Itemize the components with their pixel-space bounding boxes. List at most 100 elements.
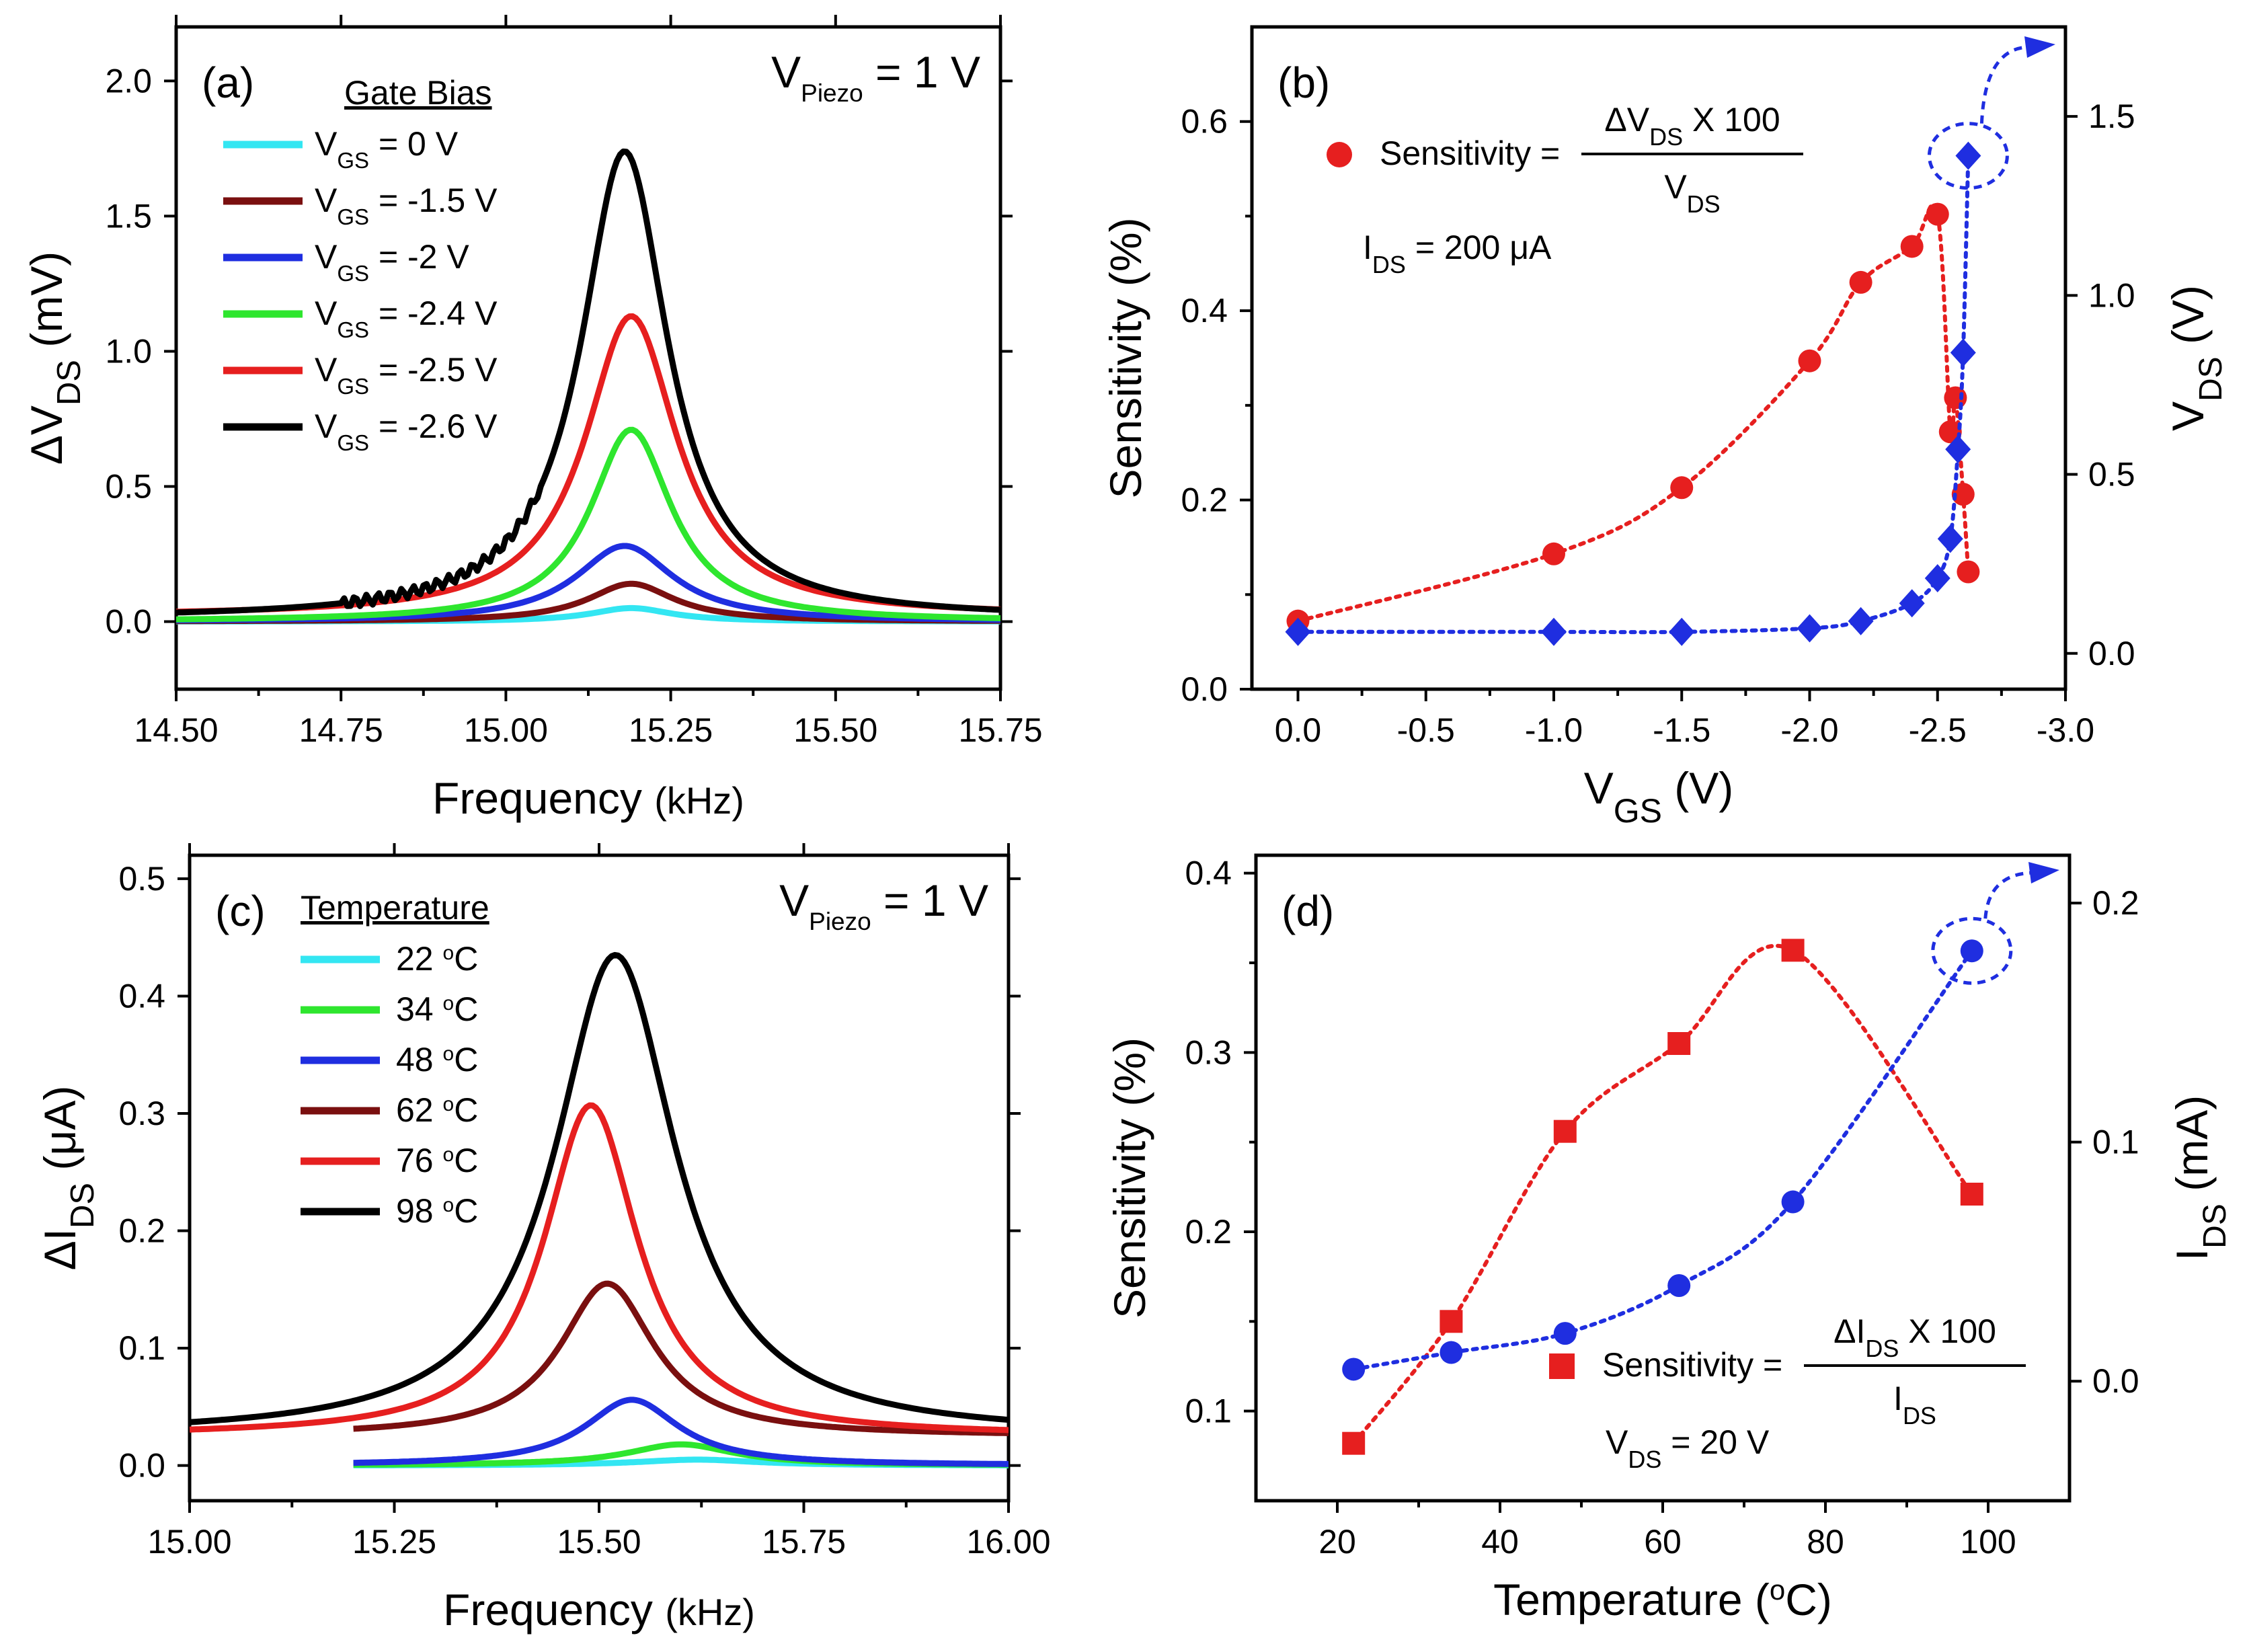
data-point (1924, 563, 1950, 592)
legend-label-sub: GS (337, 317, 369, 342)
x-axis-label: Temperature (oC) (1493, 1574, 1832, 1625)
x-axis-label-degree: o (1770, 1574, 1785, 1606)
legend-label-post: = -1.5 V (369, 182, 498, 219)
legend-label: VGS = -1.5 V (315, 182, 498, 229)
x-tick-label: -2.0 (1780, 711, 1838, 749)
legend-label-main: V (315, 407, 338, 445)
data-point (1781, 939, 1805, 962)
y2-tick-label: 0.5 (2088, 456, 2135, 494)
data-point (1937, 524, 1963, 553)
arrow-path (1979, 45, 2029, 124)
y-tick-label: 1.0 (105, 332, 152, 370)
legend-label-sub: GS (337, 204, 369, 229)
legend-label-post: = -2.4 V (369, 294, 498, 332)
y-axis-label-main: ΔI (35, 1228, 85, 1270)
data-point (1342, 1431, 1366, 1455)
panel-label: (a) (202, 58, 254, 107)
legend-num: 76 (396, 1142, 443, 1179)
legend-label-post: = -2.5 V (369, 351, 498, 389)
x-tick-label: 0.0 (1275, 711, 1322, 749)
data-point (1440, 1341, 1463, 1364)
condition-label: IDS = 200 μA (1363, 229, 1552, 278)
y-tick-label: 0.2 (1185, 1213, 1232, 1251)
y2-tick-label: 1.0 (2088, 276, 2135, 314)
data-point (1669, 617, 1695, 646)
piezo-annotation-sub: Piezo (801, 79, 863, 107)
legend-label: VGS = -2.6 V (315, 407, 498, 455)
piezo-annotation: VPiezo = 1 V (779, 875, 988, 935)
y-axis-label-sub: DS (65, 1183, 101, 1228)
x-axis-label-unit: C) (1785, 1575, 1832, 1624)
formula-numerator: ΔVDS X 100 (1604, 101, 1780, 151)
legend-degree: o (443, 942, 455, 964)
y2-tick-label: 1.5 (2088, 97, 2135, 135)
panel-b: 0.0 -0.5 -1.0 -1.5 -2.0 -2.5 -3.0 0.0 0.2 0.4 0.6 0… (1101, 25, 2229, 830)
x-axis-label-unit: (kHz) (665, 1591, 755, 1633)
legend-unit: C (454, 1091, 478, 1129)
y-tick-label: 0.0 (1181, 670, 1228, 708)
y-axis-label: Sensitivity (%) (1101, 217, 1150, 498)
series-line-3 (175, 426, 1001, 623)
y-tick-label: 0.5 (105, 467, 152, 505)
x-axis-label: Frequency (kHz) (432, 773, 744, 823)
x-axis-label-sub: GS (1614, 792, 1662, 830)
piezo-annotation-main: V (779, 875, 809, 925)
y2-tick-label: 0.0 (2092, 1362, 2139, 1400)
legend-label-sub: GS (337, 430, 369, 455)
legend-label-main: V (315, 294, 338, 332)
data-point (1667, 1032, 1691, 1055)
plot-frame (174, 25, 1002, 691)
y-axis-label: ΔVDS (mV) (22, 251, 87, 465)
y-axis-label-post: (μA) (35, 1086, 85, 1183)
x-axis-label-main: Temperature ( (1493, 1575, 1770, 1624)
legend-degree: o (443, 1043, 455, 1065)
data-point (1540, 617, 1567, 646)
formula-denominator-sub: DS (1687, 190, 1721, 218)
data-point (1553, 1119, 1577, 1143)
y-tick-label: 2.0 (105, 62, 152, 100)
y-tick-label: 0.0 (118, 1447, 165, 1485)
data-point (1797, 614, 1823, 643)
condition-label-sub: DS (1372, 251, 1406, 278)
legend-label: VGS = -2.4 V (315, 294, 498, 342)
y2-tick-label: 0.1 (2092, 1124, 2139, 1161)
y-tick-label: 0.6 (1181, 103, 1228, 141)
panel-c: 15.00 15.25 15.50 15.75 16.00 0.0 0.1 0.2 0.3 0.4… (35, 843, 1051, 1635)
data-point (1440, 1310, 1463, 1333)
formula-left: Sensitivity = (1380, 134, 1560, 172)
formula-left: Sensitivity = (1602, 1346, 1782, 1384)
legend-label-main: V (315, 182, 338, 219)
legend-label: VGS = -2 V (315, 238, 469, 286)
y-axis-label: Sensitivity (%) (1105, 1037, 1154, 1319)
x-tick-label: 15.25 (352, 1523, 436, 1561)
legend-label-main: V (315, 238, 338, 276)
y-axis-label-post: (mV) (22, 251, 71, 360)
legend-num: 34 (396, 990, 443, 1028)
series-fit-1 (1296, 153, 1971, 635)
data-point (1945, 435, 1971, 464)
x-tick-label: 60 (1644, 1523, 1682, 1561)
x-tick-label: 15.25 (629, 711, 713, 749)
panel-a: 14.50 14.75 15.00 15.25 15.50 15.75 0.0 0.5 1.0 1… (22, 15, 1043, 823)
x-tick-label: 15.50 (557, 1523, 641, 1561)
plot-frame (1254, 853, 2072, 1503)
panel-d: 20 40 60 80 100 0.1 0.2 0.3 0.4 0.0 0.1 0.2 (d) Sensi… (1105, 853, 2233, 1625)
series-line-3 (352, 1280, 1009, 1436)
data-point (1900, 235, 1924, 258)
data-point (1553, 1322, 1577, 1345)
legend-unit: C (454, 1192, 478, 1230)
x-tick-label: 15.00 (464, 711, 548, 749)
highlight-circle (1931, 916, 2013, 985)
legend-label-sub: GS (337, 261, 369, 286)
data-point (1960, 1183, 1983, 1206)
data-point (1950, 338, 1976, 367)
condition-label: VDS = 20 V (1606, 1423, 1770, 1473)
x-tick-label: 14.75 (299, 711, 383, 749)
legend-num: 22 (396, 940, 443, 978)
legend-label: VGS = 0 V (315, 125, 459, 173)
data-point (1667, 1274, 1691, 1297)
legend-label: 62 oC (396, 1091, 478, 1129)
data-point (1955, 141, 1981, 170)
legend-label: VGS = -2.5 V (315, 351, 498, 399)
